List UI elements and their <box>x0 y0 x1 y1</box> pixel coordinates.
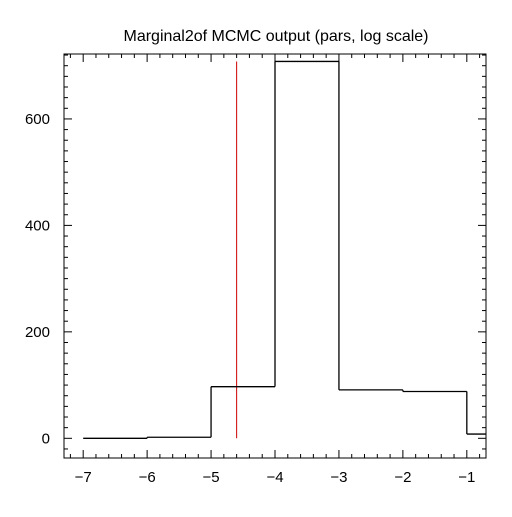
x-tick-label: −2 <box>394 469 411 486</box>
y-tick-label: 400 <box>25 217 50 234</box>
histogram-layer <box>83 60 486 439</box>
x-axis: −7 −6 −5 −4 −3 −2 −1 <box>69 54 481 486</box>
y-tick-label: 200 <box>25 324 50 341</box>
y-axis: 0 200 400 600 <box>25 54 486 450</box>
x-tick-label: −1 <box>458 469 475 486</box>
chart-title: Marginal2of MCMC output (pars, log scale… <box>123 28 428 45</box>
x-tick-label: −6 <box>139 469 156 486</box>
y-tick-label: 600 <box>25 111 50 128</box>
x-tick-label: −4 <box>266 469 283 486</box>
x-tick-label: −5 <box>203 469 220 486</box>
x-tick-label: −3 <box>330 469 347 486</box>
y-tick-label: 0 <box>42 430 50 447</box>
x-tick-label: −7 <box>75 469 92 486</box>
